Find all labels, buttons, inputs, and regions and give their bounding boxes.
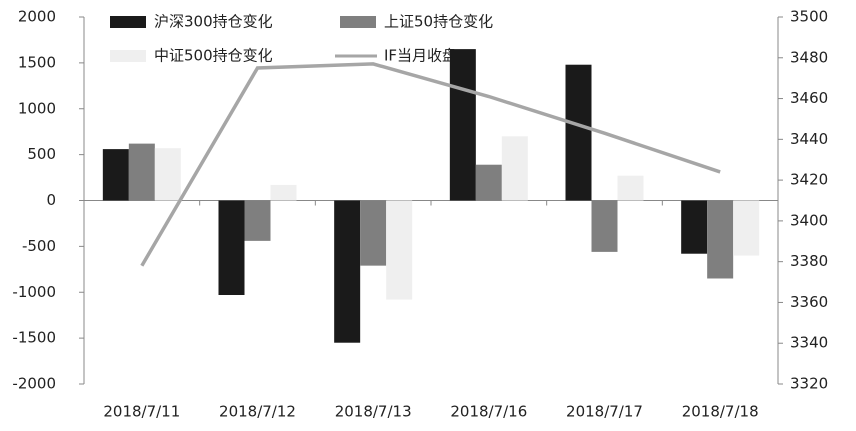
bar <box>386 200 413 300</box>
bar <box>565 64 592 201</box>
y2-tick-label: 3320 <box>790 375 828 393</box>
y-tick-label: -500 <box>22 237 56 255</box>
bar <box>449 49 476 201</box>
y2-tick-label: 3440 <box>790 130 828 148</box>
x-tick-label: 2018/7/11 <box>103 403 180 421</box>
x-tick-label: 2018/7/16 <box>450 403 527 421</box>
y2-tick-label: 3360 <box>790 293 828 311</box>
legend-label: IF当月收盘 <box>384 47 457 65</box>
y-tick-label: 1000 <box>18 99 56 117</box>
bar <box>591 200 618 252</box>
bar <box>733 200 760 256</box>
bar <box>475 164 502 201</box>
legend-label: 上证50持仓变化 <box>384 13 493 31</box>
y-tick-label: -1500 <box>12 329 56 347</box>
bar <box>334 200 361 343</box>
bar <box>154 148 181 201</box>
x-tick-label: 2018/7/17 <box>566 403 643 421</box>
x-tick-label: 2018/7/13 <box>335 403 412 421</box>
bar <box>218 200 245 296</box>
y2-tick-label: 3420 <box>790 171 828 189</box>
y2-tick-label: 3460 <box>790 89 828 107</box>
line <box>140 62 721 267</box>
y2-tick-label: 3480 <box>790 48 828 66</box>
bar <box>617 175 644 201</box>
y-tick-label: 500 <box>27 145 56 163</box>
bar <box>707 200 734 279</box>
y-tick-label: -2000 <box>12 375 56 393</box>
y-tick-label: 1500 <box>18 53 56 71</box>
y2-tick-label: 3340 <box>790 334 828 352</box>
legend-label: 中证500持仓变化 <box>154 47 273 65</box>
legend-swatch <box>110 50 146 62</box>
bar <box>102 149 129 201</box>
legend-label: 沪深300持仓变化 <box>154 13 273 31</box>
y-tick-label: 0 <box>46 191 56 209</box>
y2-tick-label: 3400 <box>790 211 828 229</box>
x-tick-label: 2018/7/18 <box>682 403 759 421</box>
y-tick-label: 2000 <box>18 8 56 26</box>
bar <box>270 184 297 201</box>
bar <box>681 200 708 254</box>
y2-tick-label: 3380 <box>790 252 828 270</box>
legend-swatch <box>340 16 376 28</box>
x-tick-label: 2018/7/12 <box>219 403 296 421</box>
bar <box>360 200 387 266</box>
y2-tick-label: 3500 <box>790 8 828 26</box>
bar <box>128 143 155 201</box>
legend-swatch <box>110 16 146 28</box>
bar <box>501 136 528 201</box>
bar <box>244 200 271 241</box>
y-tick-label: -1000 <box>12 283 56 301</box>
